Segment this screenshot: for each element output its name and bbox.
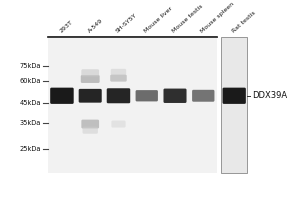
FancyBboxPatch shape <box>81 69 99 76</box>
Bar <box>221 37 247 173</box>
FancyBboxPatch shape <box>136 90 158 101</box>
FancyBboxPatch shape <box>223 88 246 104</box>
FancyBboxPatch shape <box>111 69 126 75</box>
FancyBboxPatch shape <box>79 89 102 103</box>
Text: Mouse spleen: Mouse spleen <box>200 1 235 34</box>
Text: SH-SY5Y: SH-SY5Y <box>115 13 138 34</box>
Text: 60kDa: 60kDa <box>19 78 41 84</box>
FancyBboxPatch shape <box>82 127 98 134</box>
Text: 293T: 293T <box>58 20 74 34</box>
FancyBboxPatch shape <box>81 75 100 83</box>
Text: Mouse testis: Mouse testis <box>172 4 204 34</box>
FancyBboxPatch shape <box>107 88 130 103</box>
FancyBboxPatch shape <box>164 89 187 103</box>
Text: 25kDa: 25kDa <box>19 146 41 152</box>
FancyBboxPatch shape <box>110 75 127 82</box>
FancyBboxPatch shape <box>81 120 99 128</box>
Text: Rat testis: Rat testis <box>231 10 256 34</box>
Text: DDX39A: DDX39A <box>252 91 287 100</box>
Text: 35kDa: 35kDa <box>20 120 41 126</box>
Text: 45kDa: 45kDa <box>19 100 41 106</box>
Bar <box>48 37 218 173</box>
FancyBboxPatch shape <box>50 88 74 104</box>
Text: 75kDa: 75kDa <box>19 63 41 69</box>
FancyBboxPatch shape <box>192 90 214 102</box>
FancyBboxPatch shape <box>111 120 126 128</box>
Text: Mouse liver: Mouse liver <box>143 6 174 34</box>
Text: A-549: A-549 <box>87 18 104 34</box>
